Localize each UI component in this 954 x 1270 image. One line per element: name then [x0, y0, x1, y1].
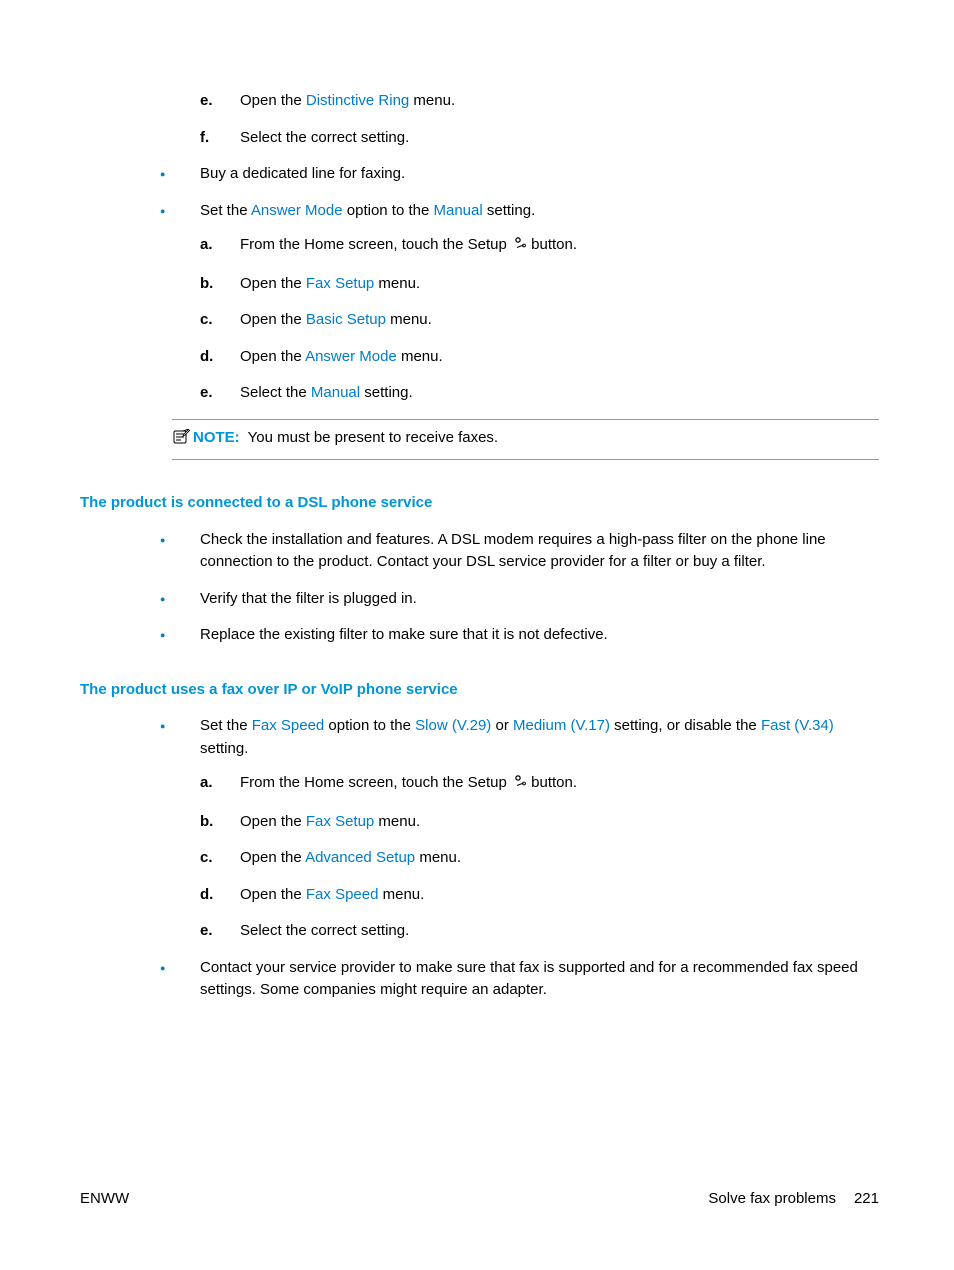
bullet-text: Check the installation and features. A D…: [200, 531, 826, 571]
step-text: From the Home screen, touch the Setup: [240, 236, 511, 253]
step-marker: e.: [200, 382, 213, 405]
basic-setup-link[interactable]: Basic Setup: [306, 311, 386, 328]
step-marker: c.: [200, 847, 213, 870]
fax-speed-link[interactable]: Fax Speed: [252, 717, 325, 734]
step-text: button.: [527, 236, 577, 253]
step-text: Open the: [240, 92, 306, 109]
step-marker: a.: [200, 234, 213, 257]
bullet-text: setting.: [483, 202, 536, 219]
step-marker: c.: [200, 309, 213, 332]
bullet-text: Set the: [200, 202, 251, 219]
step-text: Open the: [240, 311, 306, 328]
bullet-text: option to the: [324, 717, 415, 734]
step-text: From the Home screen, touch the Setup: [240, 774, 511, 791]
footer-section: Solve fax problems: [708, 1188, 836, 1211]
step-marker: b.: [200, 811, 213, 834]
answer-mode-link[interactable]: Answer Mode: [251, 202, 343, 219]
advanced-setup-link[interactable]: Advanced Setup: [305, 849, 415, 866]
step-marker: d.: [200, 346, 213, 369]
setup-icon: [511, 773, 527, 797]
manual-link[interactable]: Manual: [311, 384, 360, 401]
list-item: Verify that the filter is plugged in.: [160, 588, 879, 611]
step-d: d. Open the Fax Speed menu.: [200, 884, 879, 907]
step-c: c. Open the Basic Setup menu.: [200, 309, 879, 332]
page-footer: ENWW Solve fax problems 221: [80, 1188, 879, 1211]
step-a: a. From the Home screen, touch the Setup…: [200, 234, 879, 259]
bullet-text: Replace the existing filter to make sure…: [200, 626, 608, 643]
medium-v17-link[interactable]: Medium (V.17): [513, 717, 610, 734]
list-item: Set the Fax Speed option to the Slow (V.…: [160, 715, 879, 943]
fax-speed-link[interactable]: Fax Speed: [306, 886, 379, 903]
setup-icon: [511, 235, 527, 259]
page-number: 221: [854, 1188, 879, 1211]
step-c: c. Open the Advanced Setup menu.: [200, 847, 879, 870]
step-text: Open the: [240, 275, 306, 292]
step-text: menu.: [409, 92, 455, 109]
bullet-text: or: [491, 717, 513, 734]
list-item: Set the Answer Mode option to the Manual…: [160, 200, 879, 405]
step-text: menu.: [374, 813, 420, 830]
bullet-text: setting, or disable the: [610, 717, 761, 734]
step-e: e. Open the Distinctive Ring menu.: [200, 90, 879, 113]
step-d: d. Open the Answer Mode menu.: [200, 346, 879, 369]
step-e: e. Select the Manual setting.: [200, 382, 879, 405]
answer-mode-link[interactable]: Answer Mode: [305, 348, 397, 365]
step-text: menu.: [378, 886, 424, 903]
step-a: a. From the Home screen, touch the Setup…: [200, 772, 879, 797]
step-text: menu.: [397, 348, 443, 365]
bullet-text: Buy a dedicated line for faxing.: [200, 165, 405, 182]
step-marker: e.: [200, 90, 213, 113]
footer-left: ENWW: [80, 1188, 129, 1211]
step-b: b. Open the Fax Setup menu.: [200, 811, 879, 834]
slow-v29-link[interactable]: Slow (V.29): [415, 717, 491, 734]
bullet-text: Set the: [200, 717, 252, 734]
step-text: Open the: [240, 886, 306, 903]
manual-link[interactable]: Manual: [434, 202, 483, 219]
note-text: You must be present to receive faxes.: [248, 429, 498, 446]
step-text: Select the correct setting.: [240, 922, 409, 939]
step-marker: b.: [200, 273, 213, 296]
note-icon: [172, 429, 190, 453]
step-text: Select the: [240, 384, 311, 401]
step-text: Open the: [240, 813, 306, 830]
list-item: Replace the existing filter to make sure…: [160, 624, 879, 647]
fax-setup-link[interactable]: Fax Setup: [306, 813, 374, 830]
step-marker: e.: [200, 920, 213, 943]
step-text: setting.: [360, 384, 413, 401]
bullet-text: setting.: [200, 740, 248, 757]
section-heading-voip: The product uses a fax over IP or VoIP p…: [80, 679, 879, 702]
step-text: menu.: [415, 849, 461, 866]
list-item: Contact your service provider to make su…: [160, 957, 879, 1002]
fast-v34-link[interactable]: Fast (V.34): [761, 717, 834, 734]
step-marker: d.: [200, 884, 213, 907]
bullet-text: Verify that the filter is plugged in.: [200, 590, 417, 607]
list-item: Check the installation and features. A D…: [160, 529, 879, 574]
step-text: menu.: [386, 311, 432, 328]
list-item: Buy a dedicated line for faxing.: [160, 163, 879, 186]
step-text: button.: [527, 774, 577, 791]
step-f: f. Select the correct setting.: [200, 127, 879, 150]
step-text: Open the: [240, 849, 305, 866]
distinctive-ring-link[interactable]: Distinctive Ring: [306, 92, 409, 109]
step-text: menu.: [374, 275, 420, 292]
section-heading-dsl: The product is connected to a DSL phone …: [80, 492, 879, 515]
bullet-text: option to the: [343, 202, 434, 219]
note-label: NOTE:: [193, 429, 240, 446]
fax-setup-link[interactable]: Fax Setup: [306, 275, 374, 292]
step-marker: a.: [200, 772, 213, 795]
step-text: Select the correct setting.: [240, 129, 409, 146]
note-block: NOTE: You must be present to receive faxe…: [172, 419, 879, 461]
step-text: Open the: [240, 348, 305, 365]
bullet-text: Contact your service provider to make su…: [200, 959, 858, 999]
step-e: e. Select the correct setting.: [200, 920, 879, 943]
step-marker: f.: [200, 127, 209, 150]
step-b: b. Open the Fax Setup menu.: [200, 273, 879, 296]
